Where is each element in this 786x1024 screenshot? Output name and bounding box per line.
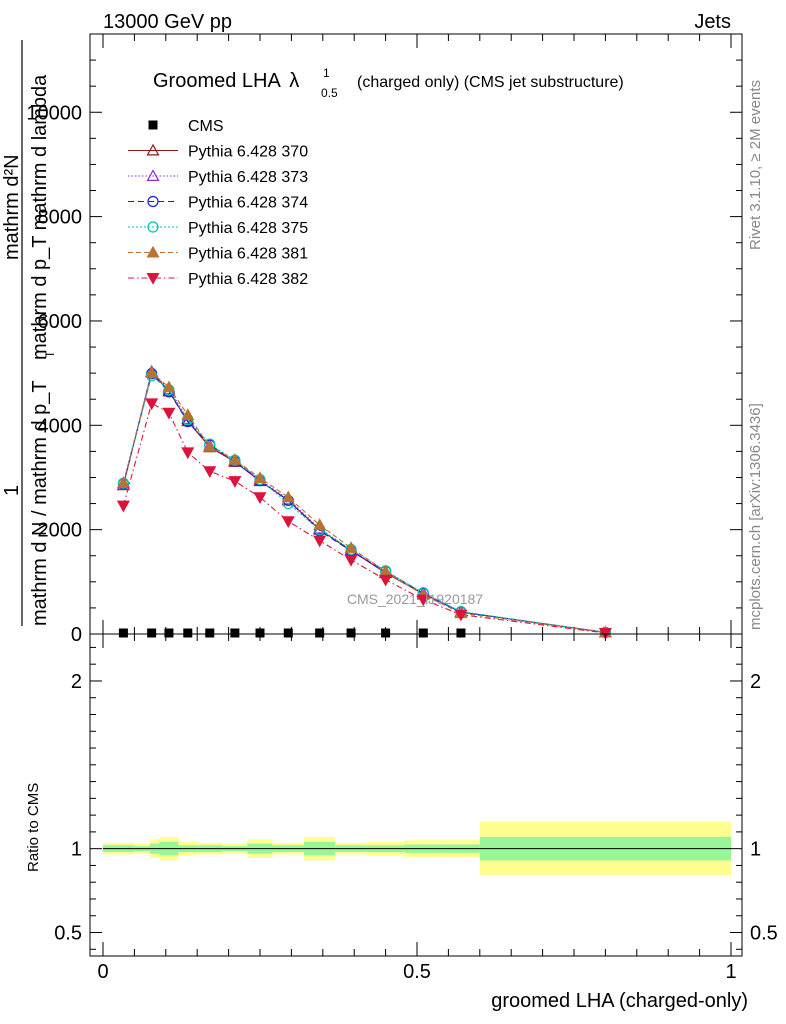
series-point — [203, 439, 217, 452]
ratio-y-tick-label: 1 — [71, 839, 82, 861]
main-y-ticks: 0 2000 4000 6000 8000 10000 — [26, 33, 742, 646]
series-line — [122, 402, 606, 634]
cms-point — [205, 628, 215, 638]
title-main: Groomed LHA — [153, 70, 281, 92]
cms-point — [283, 628, 293, 638]
series-point — [281, 490, 295, 503]
cms-point — [118, 628, 128, 638]
legend-label: Pythia 6.428 381 — [188, 246, 308, 263]
cms-point — [255, 628, 265, 638]
main-y-label: mathrm d²N mathrm d p_T mathrm d lambda … — [1, 40, 57, 626]
ratio-x-ticks: 0 0.5 1 — [97, 634, 737, 983]
cms-point — [183, 628, 193, 638]
legend-marker — [146, 245, 160, 258]
series-point — [181, 414, 195, 427]
series-point — [116, 475, 130, 488]
header-right: Jets — [694, 11, 731, 33]
ylabel-bottom: mathrm d N / mathrm d p_T — [29, 380, 51, 626]
cms-point — [456, 628, 466, 638]
header-left: 13000 GeV pp — [103, 11, 232, 33]
cms-point — [230, 628, 240, 638]
ratio-y-tick-label: 0.5 — [54, 923, 82, 945]
ylabel-one: 1 — [1, 485, 23, 496]
ratio-panel: 0.5 0.51 12 2 0 0.5 1 Ratio to CMS groomed LH… — [25, 633, 778, 1012]
main-y-tick-label: 4000 — [38, 415, 83, 437]
legend: CMS Pythia 6.428 370 Pythia 6.428 373 Pythi… — [128, 118, 308, 288]
ratio-y-ticks: 0.5 0.5 1 1 2 2 — [54, 646, 778, 950]
series-line — [122, 372, 606, 633]
legend-marker — [147, 221, 159, 233]
legend-marker — [147, 195, 159, 208]
cms-point — [315, 628, 325, 638]
legend-cms-label: CMS — [188, 118, 224, 135]
series-point — [344, 554, 358, 567]
ratio-y-label: Ratio to CMS — [25, 783, 42, 872]
legend-label: Pythia 6.428 370 — [188, 144, 308, 161]
ratio-y-tick-label-right: 1 — [750, 839, 761, 861]
x-tick-label: 0 — [97, 961, 108, 983]
main-panel: 0 2000 4000 6000 8000 10000 CMS_2021_I1920187… — [1, 33, 743, 646]
legend-marker — [146, 143, 160, 156]
cms-point — [147, 628, 157, 638]
series-point — [313, 518, 327, 530]
main-title: Groomed LHA λ — [153, 70, 299, 92]
legend-marker — [146, 273, 160, 285]
series-point — [344, 541, 358, 553]
main-y-tick-label: 10000 — [26, 102, 82, 124]
ratio-y-tick-label: 2 — [71, 671, 82, 693]
ylabel-numerator: mathrm d²N — [1, 154, 23, 260]
x-axis-label: groomed LHA (charged-only) — [491, 990, 748, 1012]
cms-point — [381, 628, 391, 638]
series-line — [122, 371, 606, 633]
mcplots-label: mcplots.cern.ch [arXiv:1306.3436] — [747, 403, 764, 630]
series-line — [122, 374, 606, 633]
cms-point — [346, 628, 356, 638]
cms-points — [118, 628, 466, 638]
title-sub: 0.5 — [321, 86, 338, 100]
ylabel-bottom-sub: T — [43, 350, 57, 358]
series-point — [116, 500, 130, 513]
series-point — [253, 492, 267, 505]
legend-label: Pythia 6.428 375 — [188, 220, 308, 237]
x-tick-label: 0.5 — [403, 961, 431, 983]
legend-label: Pythia 6.428 373 — [188, 169, 308, 186]
series-point — [379, 574, 393, 587]
main-y-tick-label: 0 — [71, 624, 82, 646]
series-point — [162, 407, 176, 420]
legend-label: Pythia 6.428 374 — [188, 195, 308, 212]
series-point — [203, 466, 217, 478]
legend-label: Pythia 6.428 382 — [188, 271, 308, 288]
series-point — [145, 398, 159, 411]
series-point — [313, 535, 327, 548]
x-tick-label: 1 — [725, 961, 736, 983]
watermark: CMS_2021_I1920187 — [347, 591, 483, 607]
series-point — [454, 609, 468, 622]
series-point — [181, 447, 195, 460]
main-y-tick-label: 2000 — [38, 520, 83, 542]
main-series — [116, 364, 612, 640]
legend-marker — [146, 169, 160, 181]
title-symbol: λ — [289, 70, 299, 92]
ratio-y-tick-label-right: 0.5 — [750, 923, 778, 945]
cms-point — [418, 628, 428, 638]
title-suffix: (charged only) (CMS jet substructure) — [357, 74, 624, 91]
series-point — [281, 516, 295, 529]
rivet-label: Rivet 3.1.10, ≥ 2M events — [747, 80, 764, 250]
ratio-y-tick-label-right: 2 — [750, 671, 761, 693]
series-point — [162, 380, 176, 393]
series-point — [181, 408, 195, 420]
ratio-frame — [89, 633, 743, 957]
series-point — [253, 471, 267, 483]
ylabel-denominator: mathrm d p_T mathrm d lambda — [29, 74, 51, 360]
title-sup: 1 — [323, 66, 330, 80]
series-point — [416, 594, 430, 607]
legend-cms-marker — [148, 120, 158, 130]
main-y-tick-label: 8000 — [38, 207, 83, 229]
series-point — [145, 365, 159, 378]
cms-point — [164, 628, 174, 638]
main-y-tick-label: 6000 — [38, 311, 83, 333]
series-point — [228, 476, 242, 488]
series-point — [228, 453, 242, 465]
